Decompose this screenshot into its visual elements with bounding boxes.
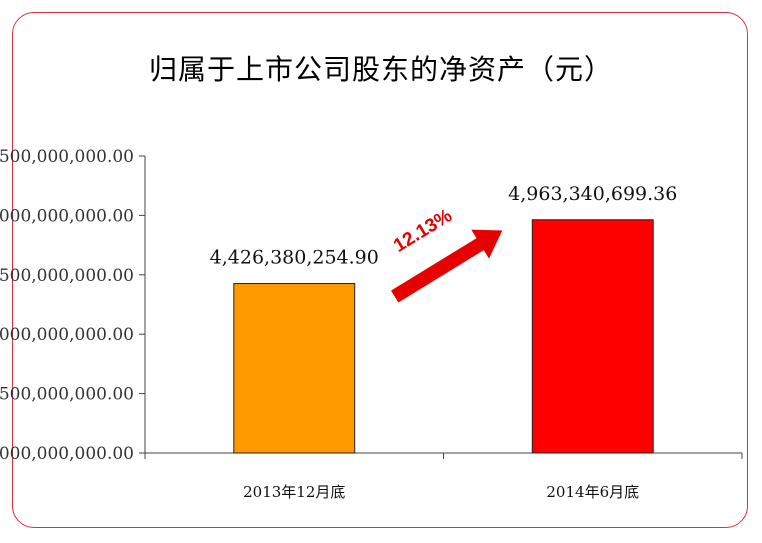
category-labels: 2013年12月底 2014年6月底 <box>243 483 639 501</box>
growth-label: 12.13% <box>390 205 456 257</box>
y-tick-label: 4,000,000,000.00 <box>0 325 134 345</box>
growth-arrow-icon <box>391 229 503 303</box>
x-axis <box>144 452 743 459</box>
bar <box>531 219 654 454</box>
data-label: 4,426,380,254.90 <box>210 247 379 269</box>
y-tick-label: 4,500,000,000.00 <box>0 266 134 286</box>
data-label: 4,963,340,699.36 <box>508 183 677 205</box>
category-label: 2013年12月底 <box>243 483 345 501</box>
bars <box>233 219 654 454</box>
y-tick-label: 3,000,000,000.00 <box>0 444 134 464</box>
chart-title: 归属于上市公司股东的净资产（元） <box>148 53 613 86</box>
growth-annotation: 12.13% <box>390 205 503 303</box>
category-label: 2014年6月底 <box>546 483 639 501</box>
bar <box>233 283 356 454</box>
y-tick-label: 3,500,000,000.00 <box>0 385 134 405</box>
chart-frame <box>12 12 748 528</box>
y-tick-label: 5,500,000,000.00 <box>0 147 134 167</box>
data-labels: 4,426,380,254.90 4,963,340,699.36 <box>210 183 678 269</box>
y-axis: 3,000,000,000.00 3,500,000,000.00 4,000,00… <box>0 147 146 464</box>
y-tick-label: 5,000,000,000.00 <box>0 206 134 226</box>
